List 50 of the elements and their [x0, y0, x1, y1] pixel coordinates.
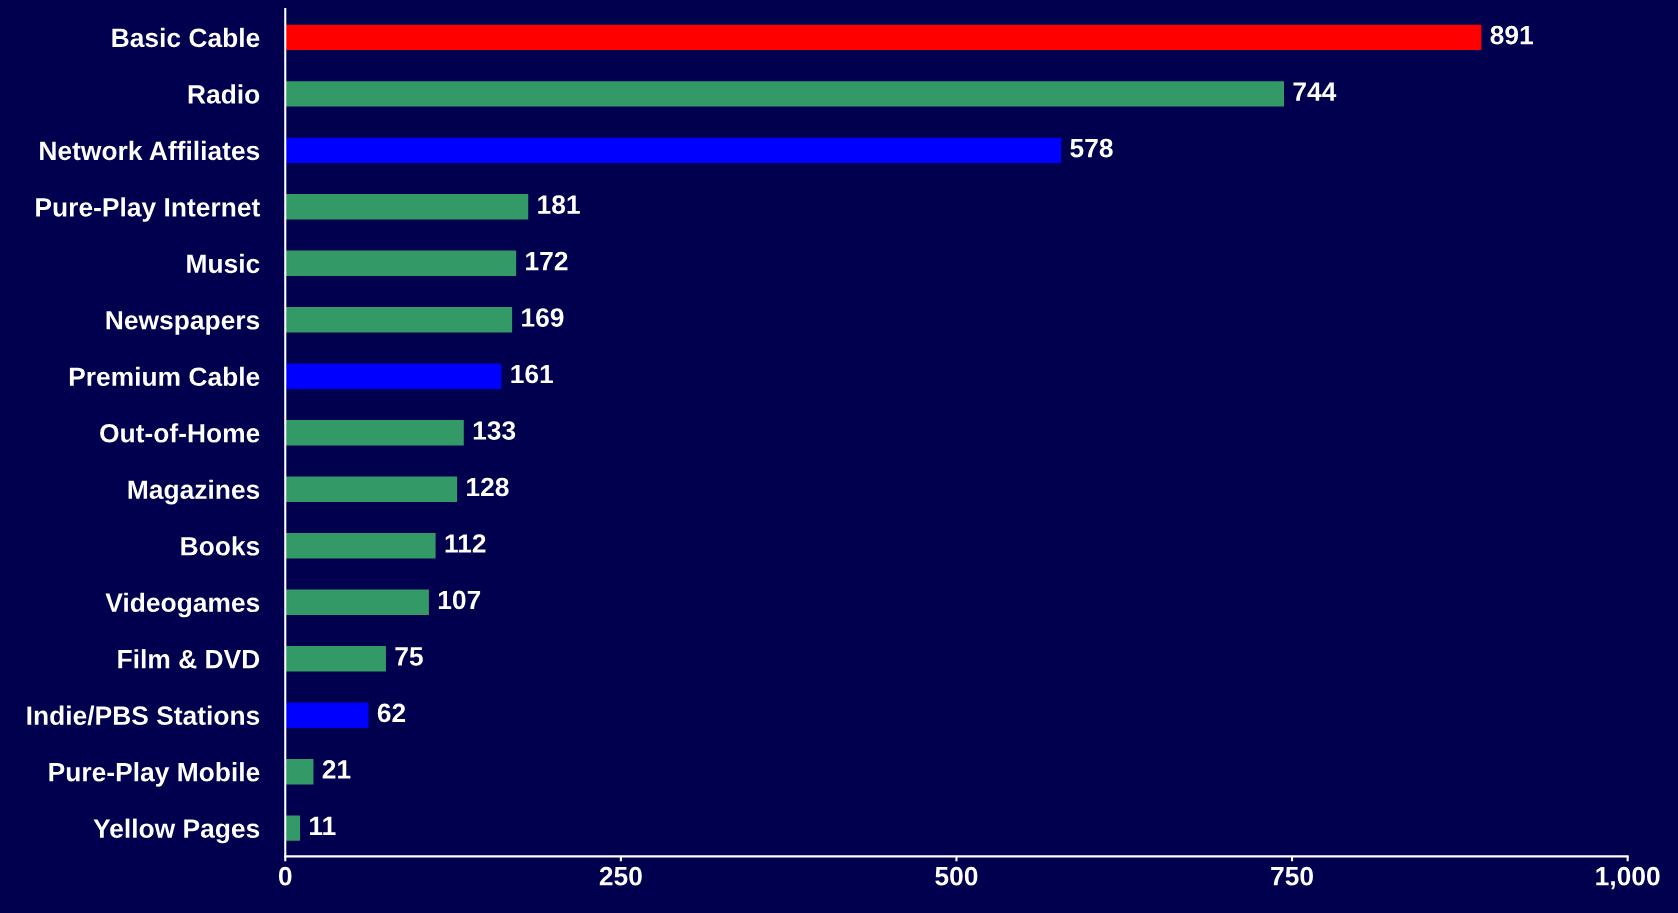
x-tick-label: 500 — [935, 866, 978, 886]
bar — [285, 476, 458, 502]
data-label: 62 — [377, 703, 406, 723]
bar — [285, 363, 502, 389]
bar — [285, 81, 1285, 107]
y-tick-label: Indie/PBS Stations — [27, 705, 260, 726]
bar — [285, 758, 314, 785]
y-tick-label: Premium Cable — [69, 366, 260, 387]
data-label: 181 — [538, 195, 580, 214]
x-tick-label: 1,000 — [1596, 866, 1660, 890]
y-tick-label: Yellow Pages — [93, 818, 260, 844]
y-tick-label: Music — [187, 253, 260, 274]
data-label: 11 — [310, 816, 336, 835]
y-tick-label: Network Affiliates — [40, 140, 260, 161]
bar — [285, 702, 369, 728]
data-label: 578 — [1070, 138, 1113, 158]
data-label: 169 — [522, 308, 564, 327]
data-label: 744 — [1293, 82, 1337, 101]
y-tick-label: Basic Cable — [112, 27, 260, 48]
bar — [285, 250, 517, 277]
y-tick-label: Books — [181, 536, 260, 556]
bar — [285, 815, 301, 841]
data-label: 75 — [395, 647, 423, 666]
x-tick-label: 0 — [278, 866, 292, 886]
x-tick-label: 750 — [1271, 866, 1313, 886]
y-tick-label: Out-of-Home — [100, 423, 260, 443]
data-label: 891 — [1490, 25, 1533, 45]
bar — [285, 420, 464, 446]
bar — [285, 137, 1062, 164]
y-tick-label: Pure-Play Mobile — [49, 762, 260, 787]
bar — [285, 533, 436, 559]
y-tick-label: Film & DVD — [118, 649, 260, 669]
y-tick-label: Pure-Play Internet — [36, 197, 260, 222]
data-label: 112 — [445, 534, 486, 553]
y-tick-label: Magazines — [128, 479, 260, 505]
bar — [285, 589, 429, 615]
data-label: 107 — [438, 590, 481, 610]
bar — [285, 194, 529, 220]
data-label: 161 — [511, 364, 554, 384]
x-tick-label: 250 — [599, 866, 642, 886]
y-tick-label: Radio — [188, 84, 260, 104]
y-tick-label: Videogames — [105, 592, 260, 618]
bar — [285, 24, 1482, 51]
data-label: 133 — [473, 421, 516, 440]
data-label: 172 — [526, 251, 568, 271]
data-label: 128 — [467, 477, 509, 497]
y-tick-label: Newspapers — [106, 311, 260, 335]
bar — [285, 307, 513, 333]
data-label: 21 — [322, 760, 351, 779]
bar — [285, 645, 386, 672]
